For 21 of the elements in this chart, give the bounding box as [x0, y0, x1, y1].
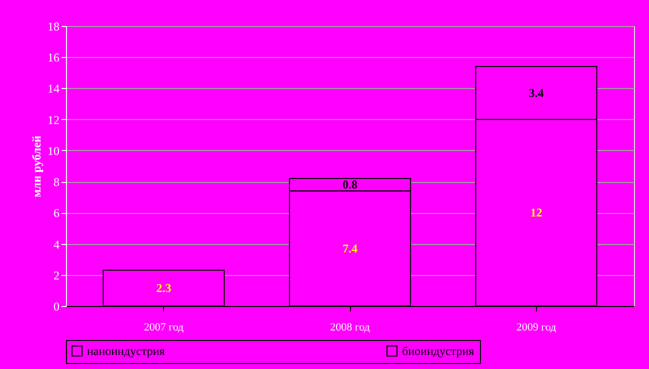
y-tick-label: 8	[54, 175, 60, 190]
data-label: 12	[530, 206, 542, 220]
y-tick-label: 16	[48, 50, 60, 65]
y-tick-label: 18	[48, 20, 60, 34]
y-tick-label: 6	[54, 206, 60, 220]
y-tick-label: 14	[48, 82, 60, 96]
y-tick-label: 2	[54, 268, 60, 282]
data-label: 2.3	[156, 281, 172, 296]
y-tick-label: 0	[54, 300, 60, 314]
legend-label: наноиндустрия	[87, 344, 166, 358]
y-tick-label: 4	[54, 237, 60, 252]
x-tick-label: 2008 год	[330, 322, 370, 334]
data-label: 7.4	[342, 241, 358, 256]
y-tick-label: 12	[48, 112, 60, 127]
x-tick-label: 2007 год	[144, 322, 184, 334]
y-axis-title: млн рублей	[30, 135, 44, 198]
data-label: 3.4	[528, 86, 544, 100]
y-tick-label: 10	[48, 144, 60, 158]
legend-label: биоиндустрия	[402, 344, 475, 358]
x-tick-label: 2009 год	[516, 322, 557, 334]
data-label: 0.8	[342, 178, 358, 192]
